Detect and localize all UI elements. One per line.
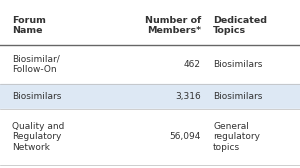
Text: Quality and
Regulatory
Network: Quality and Regulatory Network: [12, 122, 64, 152]
Bar: [0, 5, 300, 45]
Text: 462: 462: [184, 60, 201, 69]
Text: Biosimilars: Biosimilars: [12, 92, 61, 101]
Text: 56,094: 56,094: [169, 132, 201, 141]
Text: Biosimilars: Biosimilars: [213, 92, 262, 101]
Text: Number of
Members*: Number of Members*: [145, 15, 201, 35]
Text: Forum
Name: Forum Name: [12, 15, 46, 35]
Bar: [0, 45, 300, 84]
Text: Biosimilar/
Follow-On: Biosimilar/ Follow-On: [12, 55, 60, 74]
Text: Dedicated
Topics: Dedicated Topics: [213, 15, 267, 35]
Text: 3,316: 3,316: [175, 92, 201, 101]
Bar: [0, 84, 300, 109]
Text: General
regulatory
topics: General regulatory topics: [213, 122, 260, 152]
Text: Biosimilars: Biosimilars: [213, 60, 262, 69]
Bar: [0, 109, 300, 165]
